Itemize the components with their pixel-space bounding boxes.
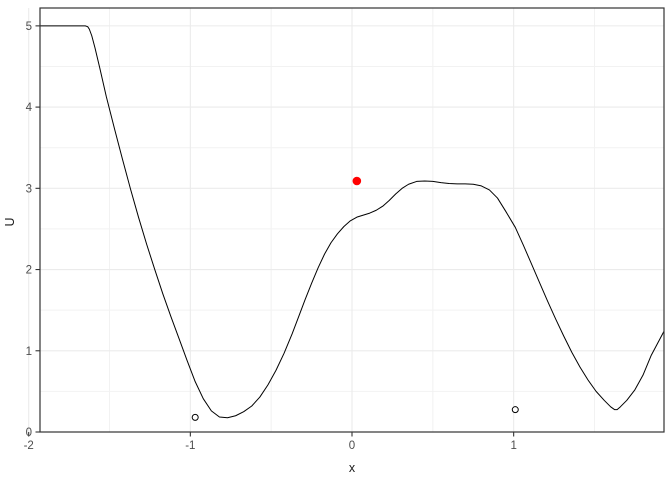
data-series-layer [39,25,665,419]
y-tick-label: 2 [26,265,32,277]
data-line-U(x) [39,25,665,419]
y-tick-label: 4 [26,102,33,114]
marker-local-minimum-right [511,406,519,414]
x-axis-title: x [349,461,356,475]
x-tick-label: 1 [510,440,516,452]
axis-tick-marks [28,25,515,437]
y-tick-label: 3 [26,183,32,195]
data-point-markers [191,176,519,421]
y-axis-tick-labels: 0 1 2 3 4 5 [26,21,33,439]
x-tick-label: -2 [24,440,34,452]
x-tick-label: 0 [349,440,355,452]
y-tick-label: 0 [26,427,32,439]
x-tick-label: -1 [185,440,195,452]
y-tick-label: 5 [26,21,32,33]
y-tick-label: 1 [26,346,32,358]
marker-local-minimum-left [191,413,199,421]
y-axis-title: U [3,217,17,226]
marker-local-maximum [352,176,362,186]
